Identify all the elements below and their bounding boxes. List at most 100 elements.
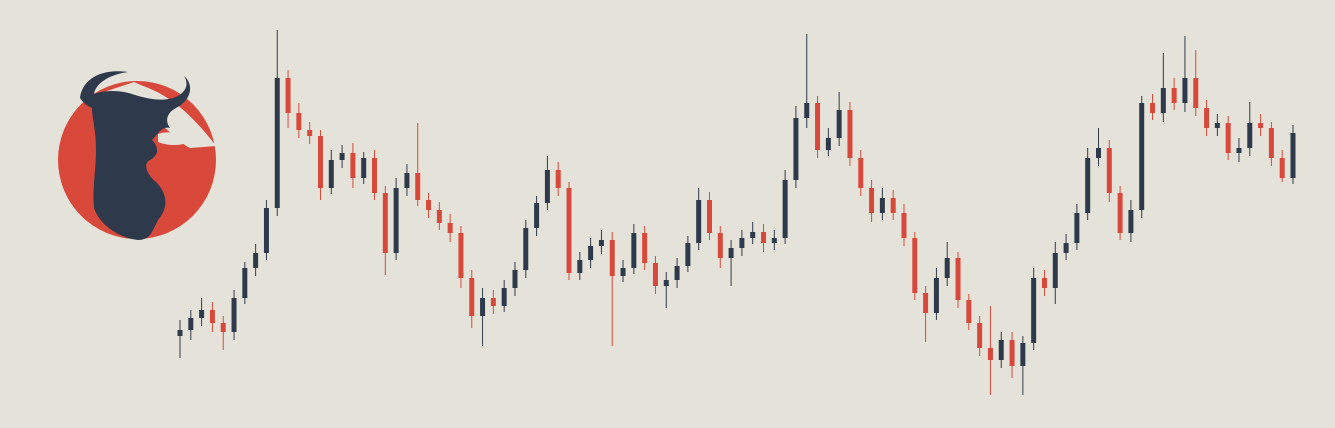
candle-body bbox=[620, 268, 626, 276]
candle-body bbox=[1041, 278, 1047, 288]
candle-body bbox=[663, 280, 669, 286]
candle-body bbox=[523, 228, 529, 270]
candle-body bbox=[285, 78, 291, 113]
candle-body bbox=[307, 130, 313, 136]
candle-body bbox=[242, 268, 248, 298]
candle-body bbox=[328, 160, 334, 188]
candle-body bbox=[1063, 243, 1069, 253]
candle-body bbox=[512, 270, 518, 288]
candle-body bbox=[263, 208, 269, 253]
candle-body bbox=[220, 323, 226, 332]
candle-body bbox=[1225, 123, 1231, 153]
candle-body bbox=[739, 238, 745, 248]
candle-body bbox=[717, 233, 723, 258]
candle-body bbox=[577, 260, 583, 273]
candle-body bbox=[685, 243, 691, 266]
candle-body bbox=[1052, 253, 1058, 288]
candle-body bbox=[480, 298, 486, 316]
logo-snout bbox=[158, 132, 190, 145]
candle-body bbox=[1279, 158, 1285, 178]
candle-body bbox=[1290, 133, 1296, 178]
candle-body bbox=[372, 158, 378, 193]
candle-body bbox=[1020, 343, 1026, 366]
candle-body bbox=[901, 213, 907, 238]
candle-body bbox=[696, 200, 702, 243]
candle-body bbox=[350, 153, 356, 178]
candle-body bbox=[998, 340, 1004, 360]
candle-body bbox=[458, 233, 464, 278]
candle-body bbox=[199, 310, 205, 318]
candle-body bbox=[1204, 108, 1210, 128]
candle-body bbox=[1182, 78, 1188, 103]
candle-body bbox=[879, 198, 885, 213]
candle-body bbox=[1268, 128, 1274, 158]
candle-body bbox=[544, 170, 550, 203]
candle-body bbox=[987, 348, 993, 360]
candle-body bbox=[793, 118, 799, 180]
candle-body bbox=[1171, 88, 1177, 103]
candle-body bbox=[782, 180, 788, 238]
candle-body bbox=[1074, 213, 1080, 243]
candle-body bbox=[836, 110, 842, 138]
candle-body bbox=[815, 103, 821, 150]
candle-body bbox=[566, 188, 572, 273]
candle-body bbox=[534, 203, 540, 228]
candle-body bbox=[1095, 148, 1101, 158]
candle-body bbox=[1009, 340, 1015, 366]
candle-body bbox=[339, 153, 345, 160]
candle-body bbox=[1214, 123, 1220, 128]
candle-body bbox=[1258, 123, 1264, 128]
candle-body bbox=[588, 246, 594, 260]
candle-body bbox=[1117, 193, 1123, 233]
candle-body bbox=[1160, 88, 1166, 113]
candle-body bbox=[231, 298, 237, 332]
candle-body bbox=[750, 232, 756, 238]
candle-body bbox=[501, 288, 507, 306]
candle-body bbox=[296, 113, 302, 130]
candle-body bbox=[631, 233, 637, 268]
candle-body bbox=[977, 323, 983, 348]
candle-body bbox=[674, 266, 680, 280]
candle-body bbox=[404, 173, 410, 188]
candle-body bbox=[955, 258, 961, 300]
candle-body bbox=[426, 200, 432, 210]
candle-body bbox=[555, 170, 561, 188]
candle-body bbox=[642, 233, 648, 263]
candle-body bbox=[1150, 103, 1156, 113]
candle-body bbox=[1236, 148, 1242, 153]
candle-body bbox=[706, 200, 712, 233]
candle-body bbox=[447, 223, 453, 233]
candle-body bbox=[652, 263, 658, 286]
candle-body bbox=[804, 103, 810, 118]
logo bbox=[58, 71, 216, 241]
candle-body bbox=[923, 293, 929, 313]
candle-body bbox=[609, 240, 615, 276]
candle-body bbox=[177, 330, 183, 336]
candle-body bbox=[890, 198, 896, 213]
candle-body bbox=[317, 136, 323, 188]
candle-body bbox=[436, 210, 442, 223]
candle-body bbox=[274, 78, 280, 208]
candle-body bbox=[490, 298, 496, 306]
candle-body bbox=[393, 188, 399, 253]
candle-body bbox=[858, 158, 864, 188]
candle-body bbox=[469, 278, 475, 316]
candle-body bbox=[209, 310, 215, 323]
candle-body bbox=[598, 240, 604, 246]
candle-body bbox=[1085, 158, 1091, 213]
candle-body bbox=[966, 300, 972, 323]
candle-body bbox=[825, 138, 831, 150]
candle-body bbox=[728, 248, 734, 258]
candle-body bbox=[1139, 103, 1145, 210]
candle-body bbox=[869, 188, 875, 213]
candle-body bbox=[1031, 278, 1037, 343]
candle-body bbox=[253, 253, 259, 268]
candle-body bbox=[1193, 78, 1199, 108]
candle-body bbox=[761, 232, 767, 243]
candle-body bbox=[944, 258, 950, 278]
candle-body bbox=[188, 318, 194, 330]
candle-body bbox=[771, 238, 777, 243]
candle-body bbox=[361, 158, 367, 178]
